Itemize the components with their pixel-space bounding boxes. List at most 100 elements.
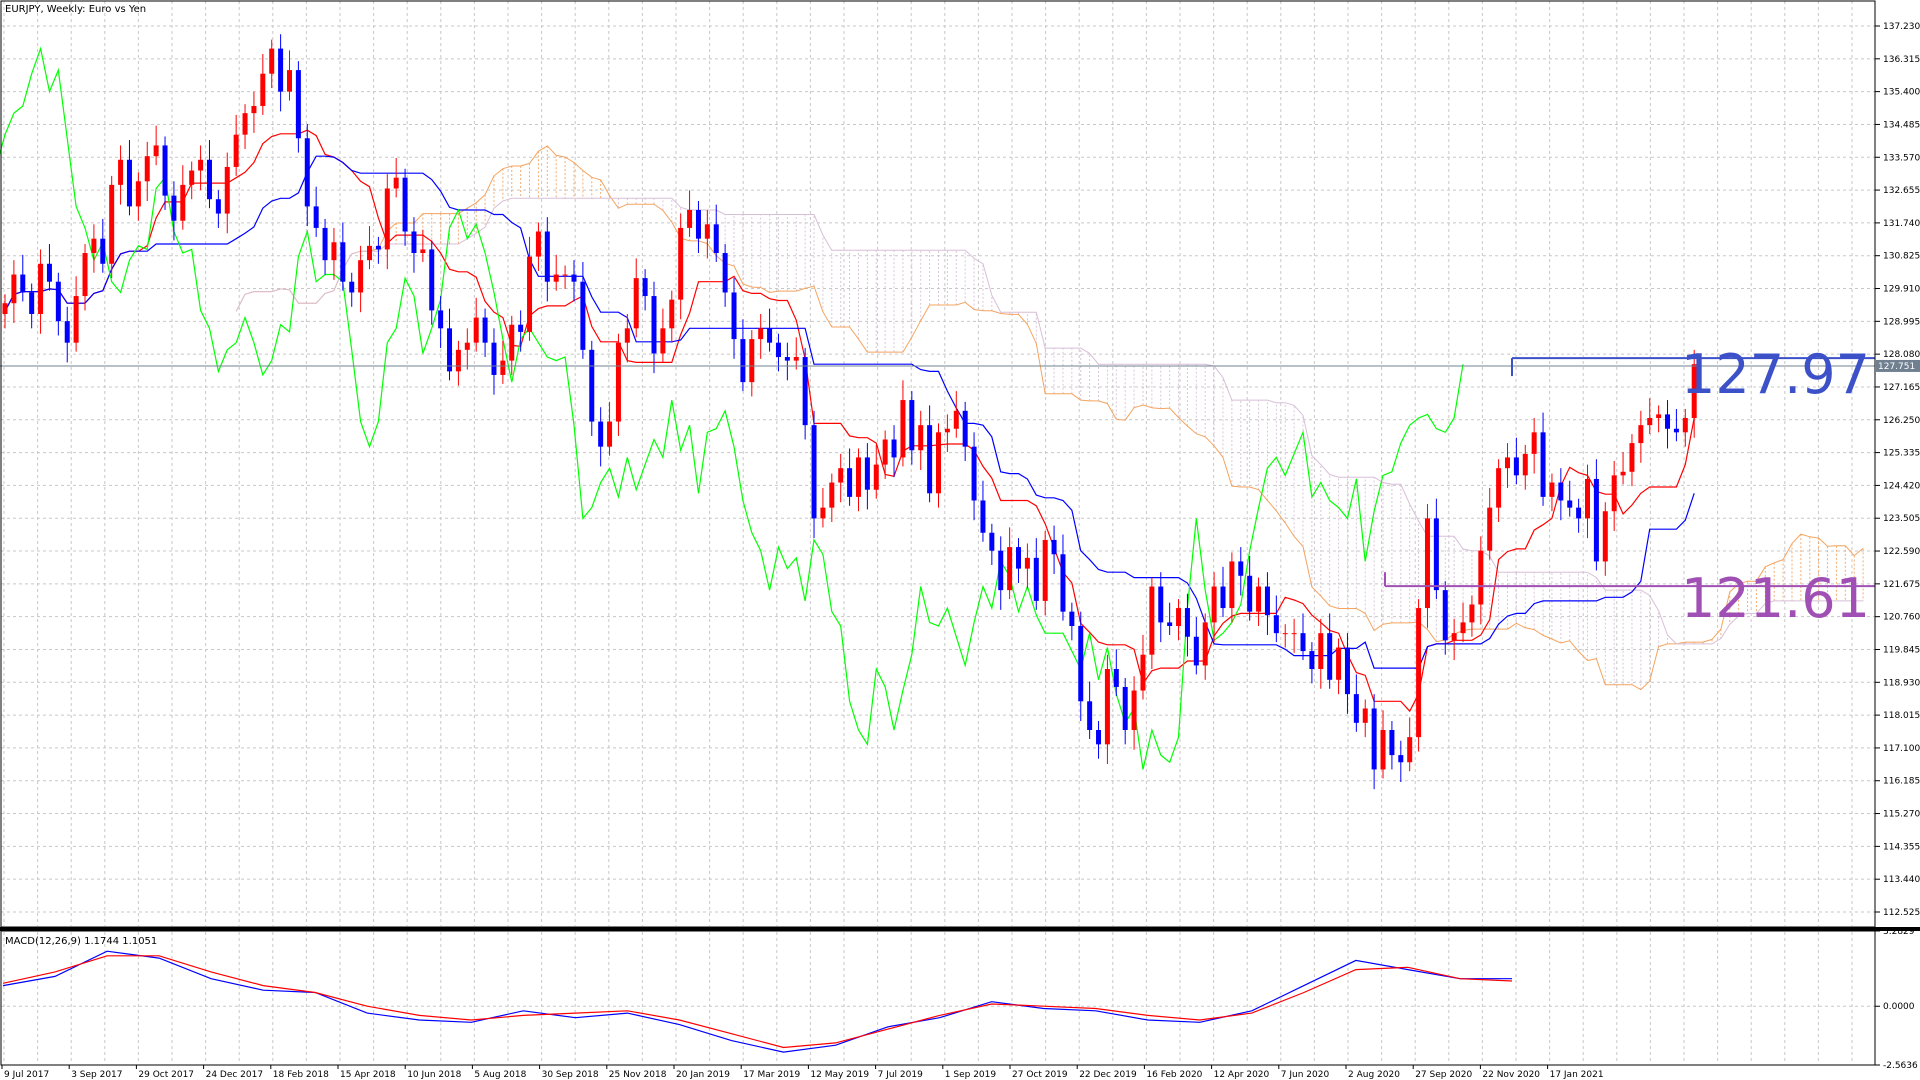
candle-body	[687, 209, 693, 228]
price-axis-tick-label: 122.590	[1883, 547, 1920, 557]
candle-body	[527, 256, 533, 332]
candle-body	[1593, 478, 1599, 562]
candle-body	[900, 400, 906, 458]
candle-body	[73, 296, 79, 343]
price-axis-tick-label: 132.655	[1883, 186, 1920, 196]
time-axis-tick-label: 20 Jan 2019	[676, 1070, 730, 1080]
price-axis-tick-label: 118.015	[1883, 711, 1920, 721]
candle-body	[1007, 547, 1013, 591]
candle-body	[224, 166, 230, 214]
candle-body	[1513, 457, 1519, 476]
candle-body	[278, 48, 284, 92]
candle-body	[740, 339, 746, 383]
candle-body	[1656, 414, 1662, 418]
candle-body	[1371, 708, 1377, 770]
price-axis-tick-label: 128.995	[1883, 317, 1920, 327]
candle-body	[589, 349, 595, 422]
candle-body	[1620, 471, 1626, 476]
time-axis-tick-label: 29 Oct 2017	[138, 1070, 194, 1080]
candle-body	[171, 195, 177, 221]
price-axis-tick-label: 136.315	[1883, 55, 1920, 65]
main-grid	[1, 1, 1875, 926]
price-axis-tick-label: 126.250	[1883, 416, 1920, 426]
level-121-label: 121.61	[1681, 567, 1870, 630]
time-axis-tick-label: 30 Sep 2018	[542, 1070, 599, 1080]
time-axis-tick-label: 25 Nov 2018	[609, 1070, 667, 1080]
candle-body	[651, 296, 657, 354]
candle-body	[1540, 432, 1546, 497]
candle-body	[962, 410, 968, 447]
level-127-box[interactable]: 127.97	[1511, 343, 1875, 406]
time-axis[interactable]: 9 Jul 2017 3 Sep 2017 29 Oct 2017 24 Dec 20…	[1, 1065, 1604, 1080]
time-axis-tick-label: 2 Aug 2020	[1348, 1070, 1400, 1080]
candle-body	[1460, 622, 1466, 634]
candle-body	[544, 231, 550, 282]
candle-body	[206, 159, 212, 200]
candle-body	[384, 188, 390, 250]
candle-body	[535, 231, 541, 257]
candle-body	[1496, 468, 1502, 508]
candle-body	[286, 70, 292, 92]
candle-body	[633, 278, 639, 329]
candle-body	[1682, 417, 1688, 433]
macd-axis[interactable]: 3.2829 0.0000 -2.5636	[1875, 927, 1918, 1071]
candle-body	[1300, 633, 1306, 652]
candle-body	[1327, 633, 1333, 680]
candle-body	[1691, 364, 1697, 418]
candle-body	[660, 328, 666, 354]
candle-body	[1256, 586, 1262, 612]
candle-body	[358, 260, 364, 293]
candle-body	[189, 170, 195, 185]
candle-body	[767, 328, 773, 343]
macd-axis-tick-label: 0.0000	[1883, 1002, 1915, 1012]
candle-body	[464, 342, 470, 350]
price-axis-tick-label: 130.825	[1883, 252, 1920, 262]
candle-body	[1442, 590, 1448, 641]
candle-body	[953, 410, 959, 429]
candle-body	[1416, 608, 1422, 738]
candle-body	[215, 199, 221, 214]
candle-body	[340, 242, 346, 282]
candle-body	[989, 532, 995, 551]
level-127-label: 127.97	[1681, 343, 1870, 406]
price-axis[interactable]: 137.230 136.315 135.400 134.485 133.570 132.6…	[1875, 22, 1920, 918]
time-axis-tick-label: 24 Dec 2017	[206, 1070, 264, 1080]
candle-body	[1273, 615, 1279, 634]
candle-body	[1211, 586, 1217, 623]
candle-body	[1087, 701, 1093, 730]
candle-body	[829, 482, 835, 508]
price-axis-tick-label: 124.420	[1883, 481, 1920, 491]
candle-body	[847, 468, 853, 497]
candle-body	[695, 209, 701, 239]
candle-body	[180, 184, 186, 221]
panel-separator[interactable]	[0, 927, 1920, 931]
candle-body	[1176, 608, 1182, 626]
candle-body	[749, 339, 755, 383]
candle-body	[704, 224, 710, 239]
candle-body	[944, 428, 950, 433]
candle-body	[1167, 622, 1173, 626]
candle-body	[509, 324, 515, 361]
candle-body	[571, 274, 577, 282]
candle-body	[731, 292, 737, 340]
candle-body	[891, 439, 897, 458]
candle-body	[118, 159, 124, 185]
candle-body	[109, 184, 115, 264]
candle-body	[918, 425, 924, 451]
level-121-box[interactable]: 121.61	[1384, 567, 1875, 630]
candle-body	[1344, 647, 1350, 695]
candle-body	[46, 263, 52, 282]
candle-body	[1433, 518, 1439, 591]
candle-body	[1051, 539, 1057, 555]
macd-label: MACD(12,26,9) 1.1744 1.1051	[5, 936, 157, 947]
candle-body	[1291, 633, 1297, 635]
candle-body	[1264, 586, 1270, 616]
candle-body	[1585, 478, 1591, 519]
candle-body	[162, 145, 168, 196]
candle-body	[722, 253, 728, 293]
candle-body	[811, 425, 817, 519]
ichimoku-lines	[0, 46, 1864, 770]
candle-body	[1451, 633, 1457, 641]
